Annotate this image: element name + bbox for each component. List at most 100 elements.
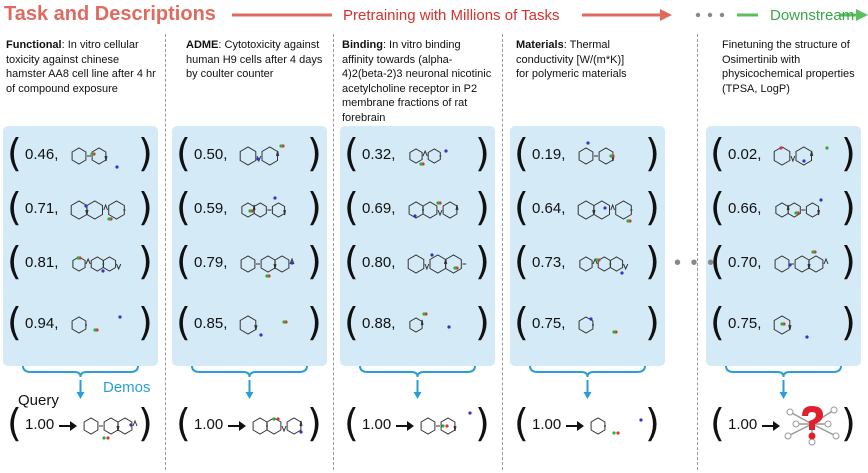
molecule-structure	[578, 316, 618, 334]
demo-row: (0.02,)	[710, 131, 857, 176]
molecule-structure	[773, 315, 809, 339]
arrow-head-1	[660, 9, 672, 21]
close-paren: )	[841, 131, 856, 175]
task-description-materials: Materials: Thermal conductivity [W/(m*K)…	[516, 39, 627, 80]
open-paren: (	[176, 300, 191, 344]
open-paren: (	[514, 239, 529, 283]
arrow-head-green	[856, 9, 868, 21]
right-arrow-icon	[566, 421, 584, 431]
demo-row: (0.75,)	[514, 300, 661, 345]
brace	[359, 365, 476, 378]
query-row: (1.00)	[344, 401, 491, 446]
close-paren: )	[138, 401, 153, 445]
close-paren: )	[841, 300, 856, 344]
close-paren: )	[841, 185, 856, 229]
page-title: Task and Descriptions	[4, 3, 216, 25]
demo-row: (0.46,)	[7, 134, 154, 176]
right-arrow-icon	[396, 421, 414, 431]
demo-panel-materials	[510, 126, 665, 366]
demo-panel-adme	[172, 126, 327, 366]
demo-value: 0.02,	[728, 146, 762, 163]
demo-row: (0.81,)	[7, 239, 154, 284]
demo-value: 0.75,	[532, 315, 566, 332]
query-row: (1.00)	[514, 404, 661, 446]
task-description-adme: ADME: Cytotoxicity against human H9 cell…	[186, 39, 323, 80]
open-paren: (	[176, 239, 191, 283]
molecule-structure	[72, 256, 122, 273]
demo-value: 0.59,	[194, 200, 228, 217]
molecule-structure	[239, 144, 285, 166]
right-arrow-icon	[762, 421, 780, 431]
molecule-structure	[70, 200, 126, 221]
query-value: 1.00	[728, 416, 758, 433]
dot	[719, 12, 725, 18]
query-row: (1.00)	[710, 401, 857, 446]
open-paren: (	[176, 401, 191, 445]
open-paren: (	[514, 300, 529, 344]
demo-row: (0.64,)	[514, 185, 661, 230]
molecule-structure	[71, 315, 122, 334]
demo-value: 0.85,	[194, 315, 228, 332]
demo-value: 0.69,	[362, 200, 396, 217]
close-paren: )	[841, 239, 856, 283]
header-arrows	[232, 9, 868, 21]
close-paren: )	[138, 185, 153, 229]
demo-row: (0.88,)	[344, 300, 491, 345]
open-paren: (	[7, 239, 22, 283]
query-value: 1.00	[362, 416, 392, 433]
demo-row: (0.75,)	[710, 300, 857, 345]
down-arrow-head	[245, 392, 254, 399]
molecule-structure	[579, 256, 629, 275]
brace	[529, 365, 646, 378]
right-arrow-icon	[59, 421, 77, 431]
demo-row: (0.73,)	[514, 239, 661, 284]
close-paren: )	[138, 239, 153, 283]
demo-row: (0.50,)	[176, 134, 323, 176]
close-paren: )	[307, 185, 322, 229]
close-paren: )	[841, 401, 856, 445]
open-paren: (	[710, 131, 725, 175]
molecule-structure	[577, 200, 633, 223]
close-paren: )	[307, 239, 322, 283]
open-paren: (	[710, 300, 725, 344]
query-row: (1.00)	[176, 401, 323, 446]
open-paren: (	[344, 185, 359, 229]
open-paren: (	[7, 185, 22, 229]
open-paren: (	[514, 131, 529, 175]
demo-value: 0.19,	[532, 146, 566, 163]
demo-value: 0.32,	[362, 146, 396, 163]
molecule-structure	[774, 250, 829, 273]
molecule-structure	[71, 147, 119, 169]
right-arrow-icon	[228, 421, 246, 431]
demo-value: 0.46,	[25, 146, 59, 163]
demo-row: (0.79,)	[176, 239, 323, 284]
demo-panel-binding	[340, 126, 495, 366]
down-arrow-head	[583, 392, 592, 399]
demo-value: 0.81,	[25, 254, 59, 271]
close-paren: )	[475, 239, 490, 283]
demo-row: (0.69,)	[344, 185, 491, 230]
demo-value: 0.71,	[25, 200, 59, 217]
molecule-structure	[252, 417, 303, 435]
close-paren: )	[645, 185, 660, 229]
demo-value: 0.66,	[728, 200, 762, 217]
column-divider	[165, 34, 166, 470]
close-paren: )	[475, 131, 490, 175]
close-paren: )	[138, 300, 153, 344]
demo-value: 0.73,	[532, 254, 566, 271]
demo-row: (0.32,)	[344, 131, 491, 176]
pretraining-label: Pretraining with Millions of Tasks	[343, 7, 560, 24]
column-divider	[697, 34, 698, 470]
molecule-structure	[241, 196, 286, 218]
molecule-structure	[83, 417, 138, 440]
demo-value: 0.64,	[532, 200, 566, 217]
dot	[707, 12, 713, 18]
molecule-structure	[420, 411, 472, 435]
close-paren: )	[475, 401, 490, 445]
brace	[191, 365, 308, 378]
query-label: Query	[18, 392, 59, 409]
demo-value: 0.80,	[362, 254, 396, 271]
demo-panel-functional	[3, 126, 158, 366]
demo-value: 0.88,	[362, 315, 396, 332]
close-paren: )	[475, 300, 490, 344]
